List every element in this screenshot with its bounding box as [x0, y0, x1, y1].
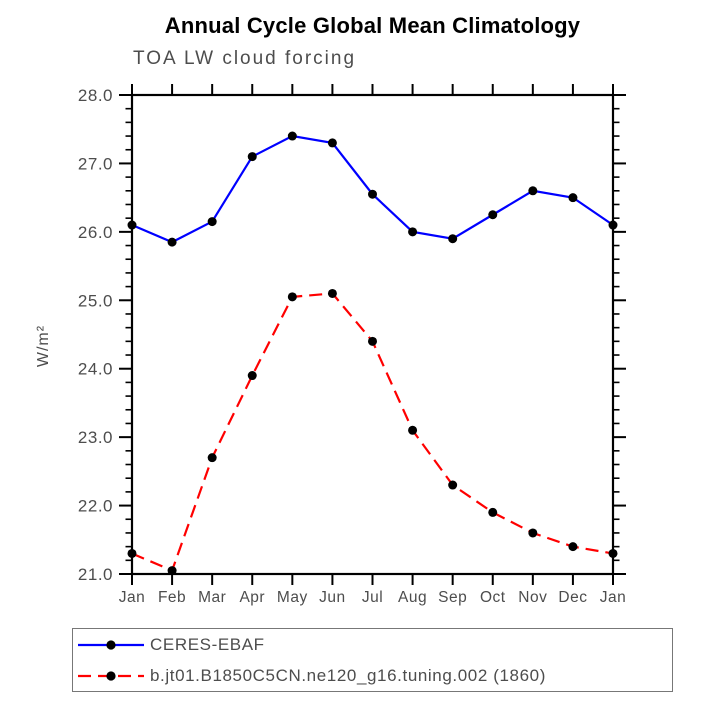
data-point-marker	[408, 227, 418, 237]
x-tick-label: Apr	[239, 589, 265, 606]
x-tick-label: Nov	[518, 589, 547, 606]
x-tick-label: May	[277, 589, 308, 606]
legend-item: CERES-EBAF	[77, 629, 672, 660]
data-point-marker	[247, 152, 257, 162]
y-tick-label: 28.0	[78, 86, 113, 105]
axis-frame	[130, 93, 615, 576]
data-point-marker	[488, 210, 498, 220]
x-tick-label: Jul	[362, 589, 383, 606]
legend-label: b.jt01.B1850C5CN.ne120_g16.tuning.002 (1…	[150, 665, 546, 685]
legend: CERES-EBAF b.jt01.B1850C5CN.ne120_g16.tu…	[72, 628, 673, 692]
series-line	[131, 292, 614, 573]
data-point-marker	[207, 217, 217, 227]
legend-label: CERES-EBAF	[150, 634, 265, 654]
x-tick-label: Aug	[398, 589, 427, 606]
x-tick-label: Jan	[600, 589, 627, 606]
y-axis-ticks	[119, 94, 626, 575]
data-point-marker	[287, 292, 297, 302]
data-point-marker	[207, 453, 217, 463]
y-tick-label: 27.0	[78, 154, 113, 173]
legend-swatch-dashed	[78, 670, 144, 681]
x-tick-label: Jun	[319, 589, 346, 606]
data-point-marker	[368, 189, 377, 199]
x-tick-label: Jan	[119, 589, 146, 606]
data-point-marker	[247, 371, 257, 381]
legend-marker-icon	[106, 670, 116, 681]
data-point-marker	[408, 425, 418, 435]
x-tick-label: Dec	[558, 589, 587, 606]
x-tick-label: Oct	[480, 589, 506, 606]
x-tick-label: Feb	[158, 589, 186, 606]
series-line	[131, 134, 614, 244]
y-tick-label: 23.0	[78, 428, 113, 447]
data-point-marker	[167, 237, 177, 247]
y-axis-tick-labels: 21.0 22.0 23.0 24.0 25.0 26.0 27.0 28.0	[78, 86, 113, 584]
legend-swatch-solid	[78, 639, 144, 650]
data-point-marker	[488, 507, 498, 517]
x-tick-label: Mar	[198, 589, 226, 606]
x-tick-label: Sep	[438, 589, 467, 606]
series-ceres-ebaf	[127, 131, 618, 247]
y-tick-label: 21.0	[78, 565, 113, 584]
data-point-marker	[448, 480, 458, 490]
data-point-marker	[608, 220, 618, 230]
data-point-marker	[327, 288, 337, 298]
x-axis-tick-labels: Jan Feb Mar Apr May Jun Jul Aug Sep Oct Nov Dec Jan	[119, 589, 627, 606]
series-model	[127, 288, 618, 576]
data-point-marker	[608, 548, 618, 558]
data-point-marker	[287, 131, 297, 141]
y-tick-label: 25.0	[78, 291, 113, 310]
y-tick-label: 24.0	[78, 360, 113, 379]
data-point-marker	[327, 138, 337, 148]
data-point-marker	[167, 566, 177, 576]
data-point-marker	[528, 186, 538, 196]
data-point-marker	[127, 548, 137, 558]
data-point-marker	[368, 336, 377, 346]
legend-item: b.jt01.B1850C5CN.ne120_g16.tuning.002 (1…	[77, 660, 672, 691]
data-point-marker	[528, 528, 538, 538]
y-tick-label: 22.0	[78, 497, 113, 516]
data-point-marker	[448, 234, 458, 244]
legend-marker-icon	[106, 639, 116, 650]
data-point-marker	[568, 193, 578, 203]
x-axis-ticks	[131, 84, 614, 585]
chart-title: Annual Cycle Global Mean Climatology	[164, 13, 581, 38]
data-point-marker	[127, 220, 137, 230]
y-tick-label: 26.0	[78, 223, 113, 242]
data-point-marker	[568, 542, 578, 552]
chart-subtitle: TOA LW cloud forcing	[133, 48, 357, 69]
